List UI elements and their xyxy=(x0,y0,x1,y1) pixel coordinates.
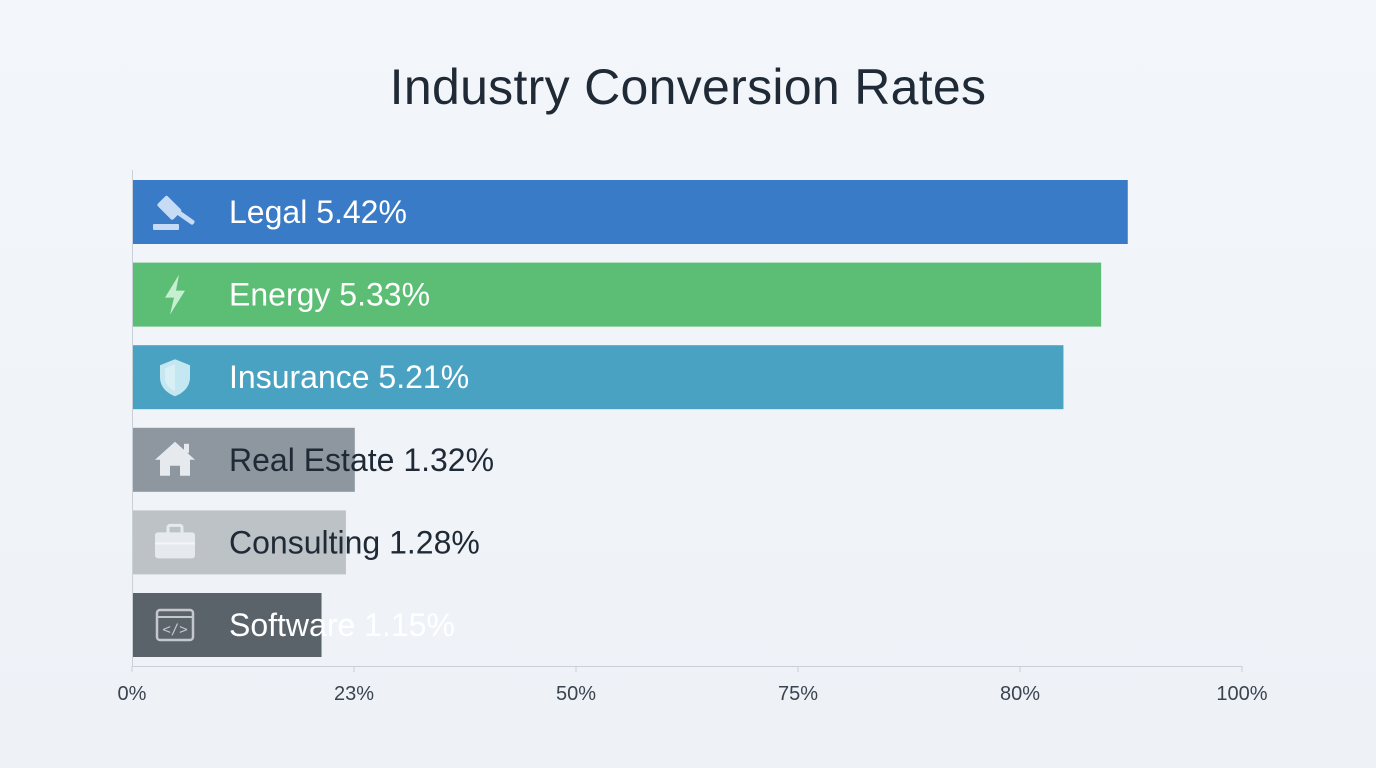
x-tick-label: 0% xyxy=(118,683,147,705)
x-tick-label: 100% xyxy=(1216,683,1267,705)
bar-legal xyxy=(133,180,1128,244)
shield-icon xyxy=(160,359,190,397)
bar-label-consulting: Consulting 1.28% xyxy=(229,524,480,560)
lightning-bolt-icon xyxy=(165,274,185,315)
bar-label-legal: Legal 5.42% xyxy=(229,194,407,230)
bar-label-insurance: Insurance 5.21% xyxy=(229,359,469,395)
bar-label-real-estate: Real Estate 1.32% xyxy=(229,442,494,478)
x-tick-label: 50% xyxy=(556,683,596,705)
x-tick-label: 80% xyxy=(1000,683,1040,705)
bar-label-energy: Energy 5.33% xyxy=(229,277,430,313)
code-window-icon: </> xyxy=(155,608,195,642)
bar-energy xyxy=(133,262,1102,327)
gavel-icon xyxy=(153,195,195,230)
chart-title: Industry Conversion Rates xyxy=(389,59,987,115)
x-tick-label: 23% xyxy=(334,683,374,705)
svg-text:</>: </> xyxy=(162,622,187,638)
bar-software xyxy=(133,593,322,657)
house-icon xyxy=(155,441,195,476)
bar-insurance xyxy=(133,345,1064,410)
x-tick-label: 75% xyxy=(778,683,818,705)
briefcase-icon xyxy=(155,523,195,559)
bar-label-software: Software 1.15% xyxy=(229,607,455,643)
